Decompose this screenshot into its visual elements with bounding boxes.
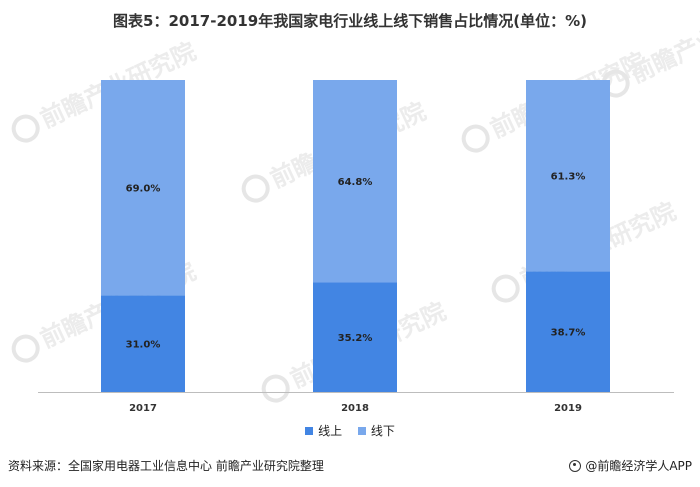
bar-online-2017 xyxy=(101,295,185,392)
chart-title: 图表5：2017-2019年我国家电行业线上线下销售占比情况(单位：%) xyxy=(113,12,587,30)
brand-credit: @前瞻经济学人APP xyxy=(569,457,692,474)
legend-label-online: 线上 xyxy=(318,424,343,438)
footer: 资料来源：全国家用电器工业信息中心 前瞻产业研究院整理 @前瞻经济学人APP xyxy=(0,457,700,477)
source-note: 资料来源：全国家用电器工业信息中心 前瞻产业研究院整理 xyxy=(8,459,324,473)
brand-credit-text: @前瞻经济学人APP xyxy=(585,459,692,473)
chart-legend: 线上 线下 xyxy=(0,422,700,439)
data-label-offline-2019: 61.3% xyxy=(551,172,586,183)
legend-item-online: 线上 xyxy=(305,422,342,439)
legend-label-offline: 线下 xyxy=(370,424,395,438)
bar-offline-2019 xyxy=(526,80,610,272)
brand-logo-icon xyxy=(569,459,582,472)
bar-offline-2018 xyxy=(313,80,397,283)
bar-online-2018 xyxy=(313,282,397,392)
legend-swatch-online xyxy=(305,426,314,435)
legend-item-offline: 线下 xyxy=(357,422,395,439)
data-label-offline-2017: 69.0% xyxy=(126,184,161,195)
data-label-offline-2018: 64.8% xyxy=(338,177,373,188)
data-label-online-2017: 31.0% xyxy=(126,340,161,351)
x-tick-label-2019: 2019 xyxy=(554,403,582,414)
legend-swatch-offline xyxy=(357,426,366,435)
data-label-online-2018: 35.2% xyxy=(338,333,373,344)
x-tick-label-2017: 2017 xyxy=(129,403,157,414)
x-tick-label-2018: 2018 xyxy=(341,403,369,414)
data-label-online-2019: 38.7% xyxy=(551,328,586,339)
bar-offline-2017 xyxy=(101,80,185,296)
bar-online-2019 xyxy=(526,271,610,392)
